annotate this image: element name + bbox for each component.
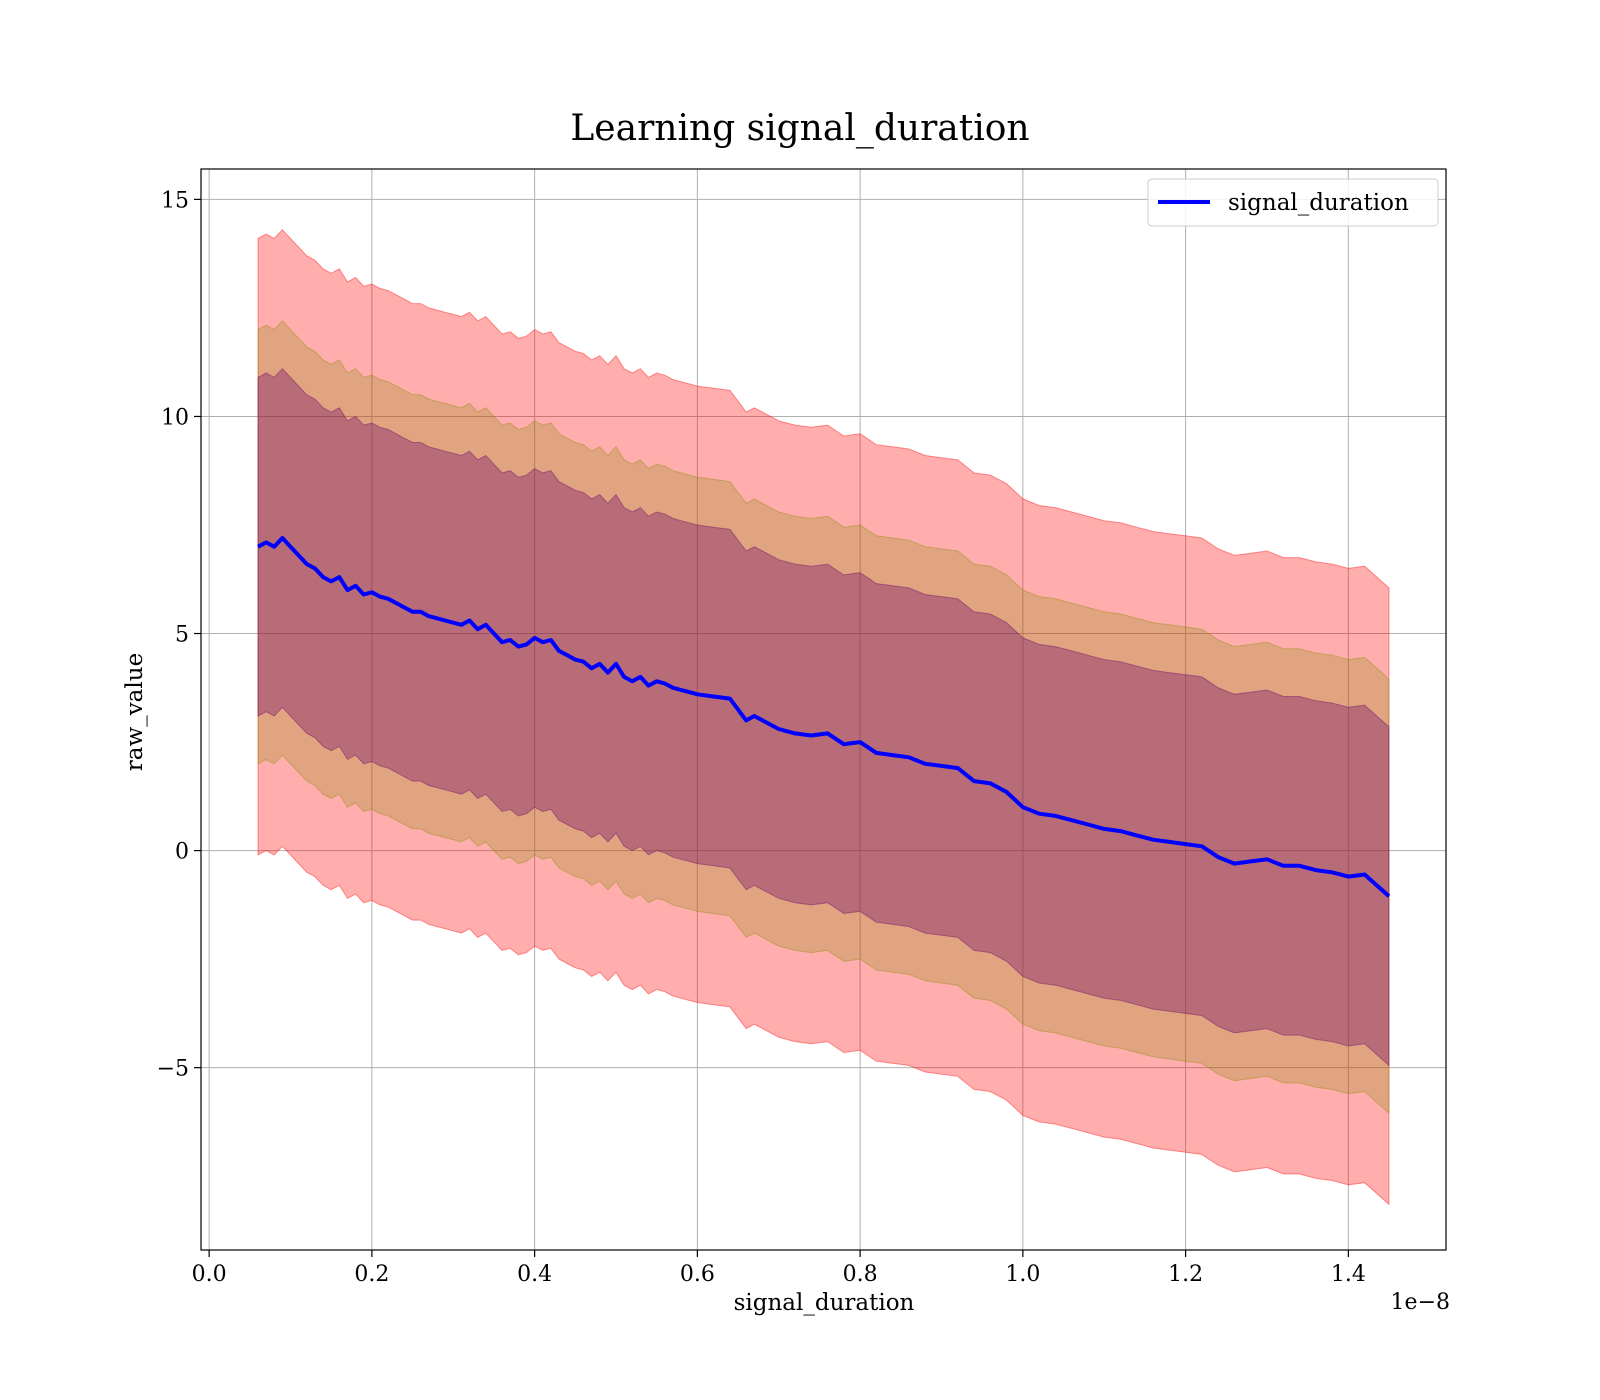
y-tick-label: 5: [175, 623, 189, 648]
x-axis-label: signal_duration: [734, 1290, 915, 1316]
series-lines: [257, 536, 1391, 898]
x-tick-label: 0.0: [192, 1262, 227, 1287]
band-middle: [257, 320, 1390, 1115]
x-tick-label: 1.2: [1168, 1262, 1203, 1287]
legend-box: [1147, 178, 1439, 227]
x-tick-label: 0.8: [843, 1262, 878, 1287]
y-tick-label: 15: [161, 188, 189, 213]
band-outer: [257, 229, 1390, 1206]
legend: signal_duration: [1147, 178, 1439, 227]
confidence-bands: [257, 229, 1390, 1206]
x-axis-offset-label: 1e−8: [1391, 1290, 1450, 1315]
x-tick-label: 1.0: [1005, 1262, 1040, 1287]
series-line-signal-duration: [257, 536, 1391, 898]
y-axis-label: raw_value: [122, 653, 148, 771]
y-tick-label: 0: [175, 840, 189, 865]
legend-label-signal-duration: signal_duration: [1228, 190, 1409, 216]
grid: [201, 169, 1446, 1250]
x-tick-label: 1.4: [1331, 1262, 1366, 1287]
x-tick-label: 0.2: [354, 1262, 389, 1287]
chart-title: Learning signal_duration: [570, 108, 1029, 149]
plot-frame: [200, 168, 1447, 1251]
x-tick-label: 0.4: [517, 1262, 552, 1287]
axis-ticks: 0.0 0.2 0.4 0.6 0.8 1.0 1.2 1.4 −5 0 5 10 15: [157, 188, 1366, 1287]
y-tick-label: −5: [157, 1057, 189, 1082]
band-inner: [257, 367, 1390, 1067]
x-tick-label: 0.6: [680, 1262, 715, 1287]
y-tick-label: 10: [161, 405, 189, 430]
